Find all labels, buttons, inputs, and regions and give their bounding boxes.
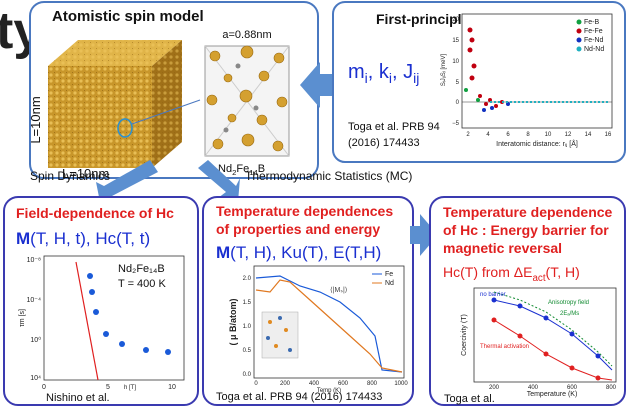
citation: Toga et al. bbox=[444, 393, 495, 405]
panel-title: Field-dependence of Hc bbox=[16, 205, 174, 221]
panel-title: of Hc : Energy barrier for bbox=[443, 222, 609, 238]
text-part: 10 bbox=[452, 59, 459, 65]
citation: Toga et al. PRB 94 bbox=[348, 121, 440, 133]
y-axis-label: ( μ B/atom) bbox=[228, 298, 238, 345]
text-part: (T, H, t), Hc(T, t) bbox=[30, 229, 150, 248]
text-part: 16 bbox=[605, 132, 612, 138]
text-part: 1000 bbox=[394, 381, 408, 387]
x-axis-label: h [T] bbox=[124, 385, 136, 391]
text-part: 600 bbox=[338, 381, 349, 387]
citation: Toga et al. PRB 94 (2016) 174433 bbox=[216, 391, 382, 403]
text-part: m bbox=[348, 61, 365, 83]
parameters: mi, ki, Jij bbox=[348, 61, 419, 86]
text-part: 10⁻⁸ bbox=[27, 257, 41, 264]
text-part: , J bbox=[392, 61, 413, 83]
panel-title: Temperature dependences bbox=[216, 203, 393, 219]
text-part: , k bbox=[368, 61, 390, 83]
text-part: 10⁴ bbox=[30, 375, 41, 382]
text-part: 800 bbox=[606, 385, 617, 391]
text-part: ij bbox=[413, 70, 419, 86]
flow-label: Thermodynamic Statistics (MC) bbox=[245, 169, 412, 183]
text-part: 1.0 bbox=[243, 324, 252, 330]
plot-note: 2Eₐ/Ms bbox=[560, 311, 579, 317]
y-axis-label: τm [s] bbox=[19, 309, 26, 327]
plot-note: Anisotropy field bbox=[548, 300, 589, 306]
plot-note: Nd₂Fe₁₄B bbox=[118, 263, 165, 275]
text-part: (T, H) bbox=[546, 264, 580, 280]
text-part: 800 bbox=[367, 381, 378, 387]
text-part: 0.5 bbox=[243, 348, 252, 354]
citation: (2016) 174433 bbox=[348, 137, 420, 149]
panel-title: Temperature dependence bbox=[443, 204, 613, 220]
text-part: 12 bbox=[565, 132, 572, 138]
quantities: M(T, H), Ku(T), E(T,H) bbox=[216, 243, 381, 262]
text-part: 20 bbox=[452, 17, 459, 23]
x-axis-label: Temperature (K) bbox=[527, 391, 578, 398]
text-part: 15 bbox=[452, 38, 459, 44]
slide: ty Atomistic spin model L=10nm L=10nm a=… bbox=[0, 0, 629, 407]
text-part: 10 bbox=[545, 132, 552, 138]
panel-title: Atomistic spin model bbox=[52, 8, 204, 25]
page: ty Atomistic spin model L=10nm L=10nm a=… bbox=[0, 0, 629, 407]
plot-note: T = 400 K bbox=[118, 278, 166, 290]
text-part: Fe-Fe bbox=[584, 28, 603, 35]
crystal bbox=[205, 46, 289, 156]
text-part: M bbox=[216, 243, 230, 262]
text-part: 5 bbox=[106, 384, 110, 391]
text-part: 2.0 bbox=[243, 276, 252, 282]
text-part: 0.0 bbox=[243, 372, 252, 378]
plot-note: Thermal activation bbox=[480, 344, 529, 350]
text-part: Nd-Nd bbox=[584, 46, 604, 53]
panel-title: magnetic reversal bbox=[443, 240, 562, 256]
text-part: 400 bbox=[309, 381, 320, 387]
flow-label: Spin Dynamics bbox=[30, 169, 110, 183]
lattice-label: a=0.88nm bbox=[222, 29, 271, 41]
text-part: 200 bbox=[489, 385, 500, 391]
text-part: act bbox=[532, 273, 545, 284]
text-part: Nd bbox=[385, 280, 394, 287]
y-axis-label: Coercivity (T) bbox=[461, 314, 468, 356]
text-part: Fe-B bbox=[584, 19, 600, 26]
quantities: M(T, H, t), Hc(T, t) bbox=[16, 229, 150, 248]
text-part: Hc(T) from ΔE bbox=[443, 264, 532, 280]
text-part: 14 bbox=[585, 132, 592, 138]
text-part: 0 bbox=[42, 384, 46, 391]
plot-note: no barrier bbox=[480, 292, 506, 298]
panel-title: of properties and energy bbox=[216, 221, 380, 237]
y-axis-label: SᵢJᵢⱼSⱼ [meV] bbox=[441, 54, 447, 87]
text-part: −5 bbox=[452, 121, 460, 127]
inset-plot bbox=[474, 288, 616, 382]
plot-note: ⟨|Mₛ|⟩ bbox=[330, 286, 348, 294]
text-part: 10⁰ bbox=[30, 336, 41, 344]
text-part: M bbox=[16, 229, 30, 248]
text-part: Fe bbox=[385, 271, 393, 278]
text-part: Fe-Nd bbox=[584, 37, 604, 44]
text-part: (T, H), Ku(T), E(T,H) bbox=[230, 243, 381, 262]
text-part: 10⁻⁴ bbox=[27, 297, 42, 304]
citation: Nishino et al. bbox=[46, 392, 110, 404]
text-part: 10 bbox=[168, 384, 176, 391]
size-label: L=10nm bbox=[28, 96, 43, 143]
text-part: 1.5 bbox=[243, 300, 252, 306]
x-axis-label: Interatomic distance: rᵢⱼ [Å] bbox=[496, 139, 578, 148]
text-part: 200 bbox=[280, 381, 291, 387]
